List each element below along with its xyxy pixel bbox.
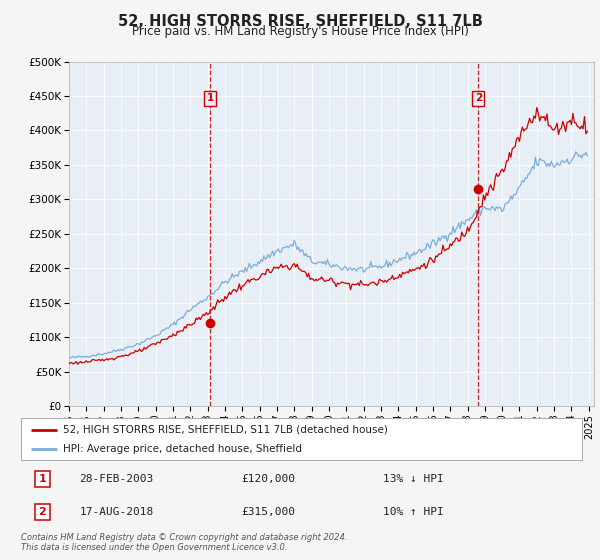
Text: 52, HIGH STORRS RISE, SHEFFIELD, S11 7LB (detached house): 52, HIGH STORRS RISE, SHEFFIELD, S11 7LB… [63, 424, 388, 435]
Text: 2: 2 [475, 93, 482, 103]
Text: 2: 2 [38, 507, 46, 517]
Text: 13% ↓ HPI: 13% ↓ HPI [383, 474, 444, 484]
Text: 1: 1 [206, 93, 214, 103]
Text: 52, HIGH STORRS RISE, SHEFFIELD, S11 7LB: 52, HIGH STORRS RISE, SHEFFIELD, S11 7LB [118, 14, 482, 29]
Text: 10% ↑ HPI: 10% ↑ HPI [383, 507, 444, 517]
Text: This data is licensed under the Open Government Licence v3.0.: This data is licensed under the Open Gov… [21, 543, 287, 552]
Text: Contains HM Land Registry data © Crown copyright and database right 2024.: Contains HM Land Registry data © Crown c… [21, 533, 347, 542]
Text: 17-AUG-2018: 17-AUG-2018 [79, 507, 154, 517]
Text: 1: 1 [38, 474, 46, 484]
Text: £120,000: £120,000 [241, 474, 295, 484]
Text: HPI: Average price, detached house, Sheffield: HPI: Average price, detached house, Shef… [63, 444, 302, 454]
Text: Price paid vs. HM Land Registry's House Price Index (HPI): Price paid vs. HM Land Registry's House … [131, 25, 469, 38]
Text: 28-FEB-2003: 28-FEB-2003 [79, 474, 154, 484]
Text: £315,000: £315,000 [241, 507, 295, 517]
